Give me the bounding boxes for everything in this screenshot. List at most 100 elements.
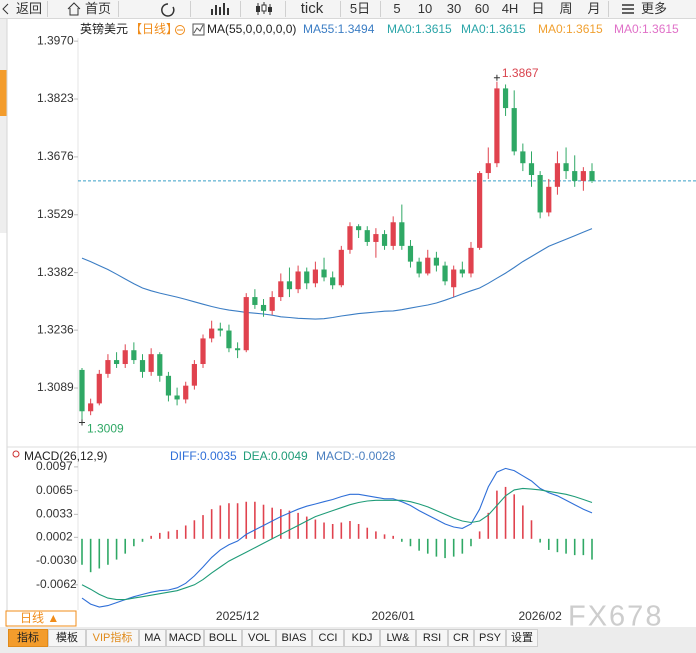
candle-body: [399, 222, 405, 246]
indicator-tab[interactable]: BIAS: [276, 629, 312, 647]
toolbar: 返回 首页 tick 5日 5 10 30 60 4H 日 周 月 更多: [0, 0, 696, 19]
candle-body: [381, 234, 388, 246]
y-tick-label: 0.0033: [36, 507, 73, 521]
candle-icon-body: [268, 7, 272, 12]
candle-body: [304, 271, 310, 284]
candle-body: [269, 297, 275, 311]
period-switch[interactable]: [5, 610, 77, 627]
high-marker: [493, 74, 500, 81]
indicator-tab[interactable]: PSY: [474, 629, 506, 647]
candle-body: [105, 360, 111, 374]
candle-body: [191, 364, 197, 386]
legend-entry: MACD:-0.0028: [316, 449, 396, 463]
period: 【日线】: [130, 22, 178, 36]
candle-body: [373, 234, 379, 242]
indicator-tab[interactable]: 指标: [8, 629, 48, 647]
candle-body: [451, 269, 457, 288]
candle-body: [511, 108, 517, 152]
separator: [240, 1, 241, 17]
toolbar-button[interactable]: 月: [587, 1, 601, 16]
legend-entry: DEA:0.0049: [243, 449, 308, 463]
toolbar-button[interactable]: 首页: [84, 1, 112, 16]
indicator-tab[interactable]: VOL: [242, 629, 276, 647]
indicator-tab[interactable]: CR: [448, 629, 474, 647]
candle-body: [209, 328, 215, 339]
candle-icon-body: [256, 6, 260, 12]
indicator-tab[interactable]: KDJ: [344, 629, 380, 647]
period-switch-label[interactable]: 日线 ▲: [20, 611, 59, 625]
indicator-icon-line: [193, 24, 204, 34]
indicator-icon[interactable]: [192, 23, 205, 36]
ma-value: MA0:1.3615: [461, 22, 526, 36]
y-tick-label: 1.3676: [37, 149, 74, 163]
ma-value: MA55:1.3494: [303, 22, 375, 36]
macd-icon[interactable]: [12, 450, 20, 458]
candle-body: [416, 261, 422, 274]
symbol: 英镑美元: [80, 21, 128, 36]
y-tick-label: 1.3970: [37, 33, 74, 47]
separator: [47, 1, 48, 17]
candle-body: [200, 338, 206, 365]
indicator-tab[interactable]: 模板: [48, 629, 86, 647]
separator: [118, 1, 119, 17]
candle-body: [572, 171, 578, 181]
menu-icon: [622, 4, 634, 14]
y-tick-label: 1.3089: [37, 380, 74, 394]
candle-body: [330, 277, 336, 286]
indicator-tab[interactable]: LW&: [380, 629, 416, 647]
toolbar-button[interactable]: tick: [300, 0, 324, 17]
refresh-icon[interactable]: [161, 3, 175, 17]
y-tick-label: 0.0097: [36, 459, 73, 473]
separator: [340, 1, 341, 17]
separator: [285, 1, 286, 17]
toolbar-button[interactable]: 4H: [501, 1, 519, 16]
candle-body: [407, 245, 414, 262]
candle-body: [157, 354, 163, 376]
candle-body: [286, 281, 293, 290]
candle-body: [338, 249, 344, 286]
y-tick-label: 1.3382: [37, 265, 74, 279]
candle-body: [425, 257, 431, 274]
toolbar-button[interactable]: 更多: [640, 1, 668, 16]
home-icon: [67, 2, 81, 16]
candle-body: [139, 360, 146, 372]
bars-icon[interactable]: [211, 3, 229, 15]
x-tick-label: 2026/02: [518, 609, 562, 623]
footer-tabs: 指标 模板 VIP指标 MA MACD BOLL VOL BIAS CCI KDJ LW& RSI CR…: [0, 627, 696, 653]
candle-body: [174, 395, 180, 400]
candle-body: [459, 269, 465, 274]
candle-body: [79, 369, 85, 412]
ma-value: MA0:1.3615: [614, 22, 679, 36]
toolbar-button[interactable]: 60: [474, 1, 490, 16]
x-tick-label: 2025/12: [216, 609, 260, 623]
candle-body: [295, 271, 301, 290]
indicator-tab[interactable]: 设置: [506, 629, 538, 647]
y-tick-label: 0.0065: [36, 483, 73, 497]
indicator: MA(55,0,0,0,0,0): [207, 22, 296, 36]
toolbar-button[interactable]: 5日: [349, 1, 371, 16]
indicator-tab[interactable]: MA: [139, 629, 166, 647]
candle-body: [260, 304, 267, 311]
indicator-tab[interactable]: RSI: [416, 629, 448, 647]
indicator-tab[interactable]: VIP指标: [86, 629, 139, 647]
toolbar-button[interactable]: 返回: [15, 1, 43, 16]
y-tick-label: -0.0062: [36, 577, 77, 591]
candle-body: [546, 186, 552, 213]
toolbar-button[interactable]: 30: [446, 1, 462, 16]
toolbar-button[interactable]: 10: [417, 1, 433, 16]
candle-body: [88, 403, 94, 412]
indicator-tab[interactable]: MACD: [166, 629, 204, 647]
toolbar-button[interactable]: 日: [531, 1, 545, 16]
indicator-tab[interactable]: BOLL: [204, 629, 242, 647]
collapse-icon[interactable]: [175, 25, 185, 35]
indicator-tab[interactable]: CCI: [312, 629, 344, 647]
candle-body: [243, 297, 249, 351]
candle-body: [468, 247, 474, 274]
toolbar-button[interactable]: 5: [393, 1, 401, 16]
y-tick-label: 1.3529: [37, 207, 74, 221]
candle-body: [580, 171, 586, 181]
toolbar-button[interactable]: 周: [559, 1, 573, 16]
ma-value: MA0:1.3615: [387, 22, 452, 36]
